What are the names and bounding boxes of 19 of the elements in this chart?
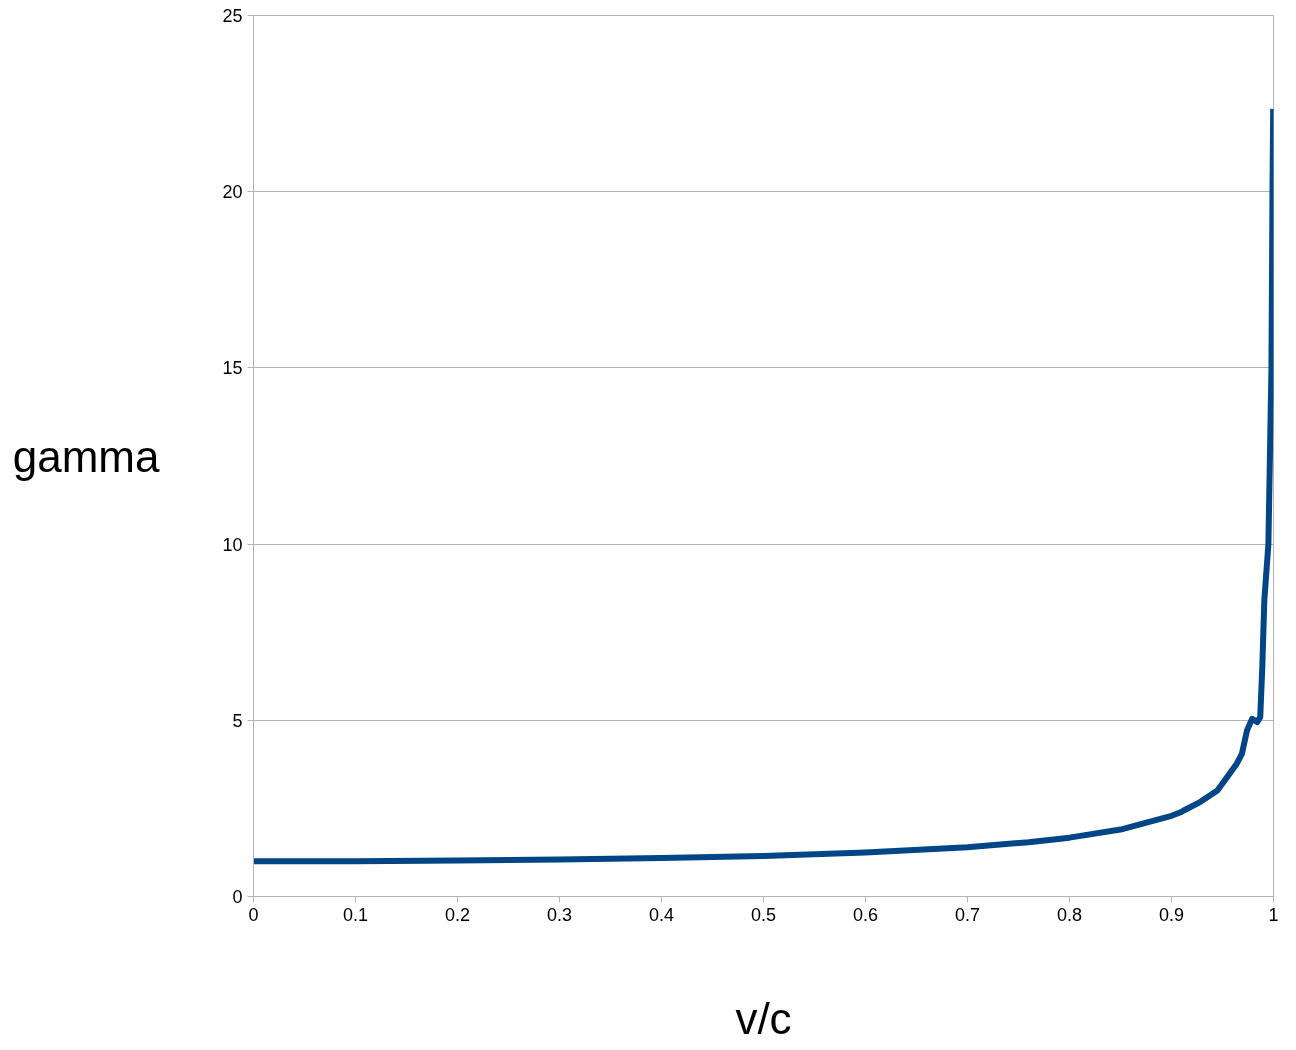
y-tick-label: 20 <box>222 182 243 203</box>
y-axis-title: gamma <box>12 431 161 481</box>
x-axis-title: v/c <box>735 993 792 1043</box>
x-tick-label: 0.9 <box>1158 904 1185 925</box>
y-tick-label: 5 <box>232 710 243 731</box>
x-tick-label: 0.4 <box>648 904 675 925</box>
x-tick-label: 0.7 <box>954 904 981 925</box>
x-tick-label: 0.1 <box>342 904 369 925</box>
x-tick-label: 0.8 <box>1056 904 1083 925</box>
x-tick-label: 0.5 <box>750 904 777 925</box>
y-tick-label: 15 <box>222 358 243 379</box>
y-tick-label: 10 <box>222 534 243 555</box>
x-tick-label: 0 <box>248 904 259 925</box>
x-tick-label: 0.3 <box>546 904 573 925</box>
x-tick-label: 0.6 <box>852 904 879 925</box>
x-tick-label: 0.2 <box>444 904 471 925</box>
y-tick-label: 0 <box>232 887 243 907</box>
y-tick-label: 25 <box>222 6 243 26</box>
x-tick-label: 1 <box>1268 904 1279 925</box>
